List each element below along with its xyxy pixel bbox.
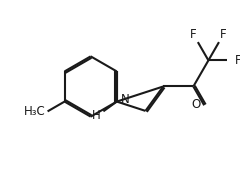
Text: F: F bbox=[235, 54, 240, 67]
Text: H: H bbox=[92, 109, 101, 122]
Text: H₃C: H₃C bbox=[24, 104, 45, 118]
Text: N: N bbox=[121, 93, 129, 106]
Text: O: O bbox=[191, 98, 200, 111]
Text: F: F bbox=[220, 28, 227, 41]
Text: F: F bbox=[190, 28, 197, 41]
